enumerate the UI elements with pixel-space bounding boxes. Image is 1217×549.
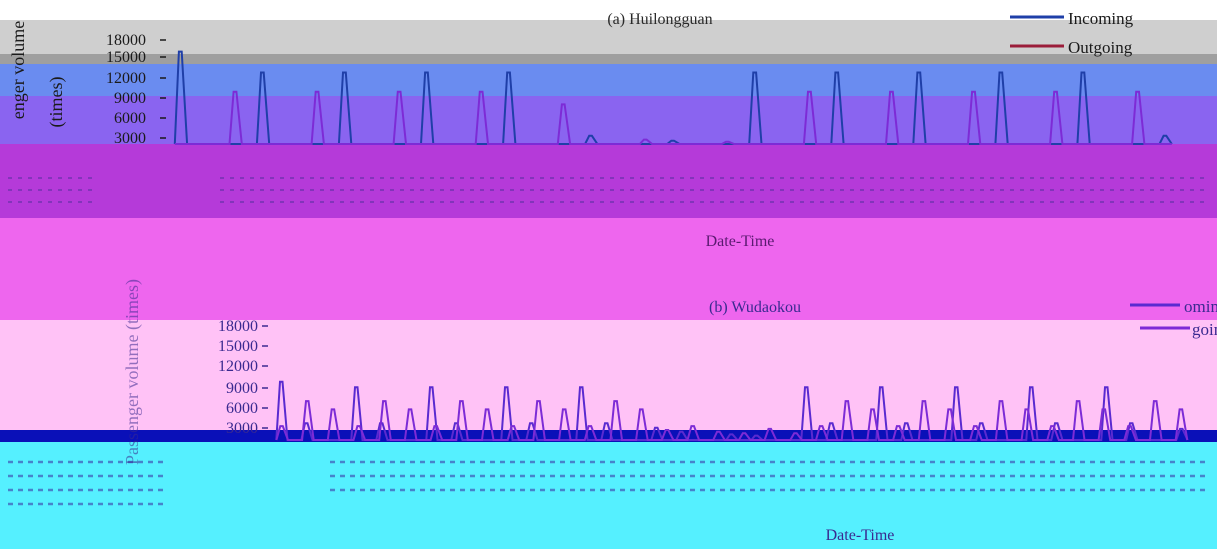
band-cyan xyxy=(0,442,1217,549)
chart-a-ylabel-unit: (times) xyxy=(46,77,67,128)
chart-b-ytick-label: 9000 xyxy=(226,380,258,397)
chart-a-series-outgoing xyxy=(174,90,1172,145)
chart-b-ylabel: Passenger volume (times) xyxy=(122,279,143,465)
chart-a-legend-incoming: Incoming xyxy=(1068,9,1134,28)
chart-b-ytick-label: 15000 xyxy=(218,338,258,355)
chart-b-legend-outgoing: going xyxy=(1192,320,1217,339)
chart-b-ytick-label: 6000 xyxy=(226,400,258,417)
chart-a-ytick-label: 12000 xyxy=(106,70,146,87)
chart-a-legend: Incoming Outgoing xyxy=(1010,9,1134,57)
chart-b-title: (b) Wudaokou xyxy=(709,299,801,316)
chart-a-ytick-label: 9000 xyxy=(114,90,146,107)
chart-a-ytick-label: 18000 xyxy=(106,32,146,49)
chart-a-xlabel: Date-Time xyxy=(706,233,775,250)
band-lightpink xyxy=(0,320,1217,430)
chart-b-ytick-label: 12000 xyxy=(218,358,258,375)
chart-a-xticks-scribble xyxy=(8,177,1210,203)
chart-b-series-outgoing xyxy=(275,400,1189,441)
chart-a-series-incoming xyxy=(173,50,1173,145)
chart-a-title: (a) Huilongguan xyxy=(607,11,712,28)
chart-a: (a) Huilongguan enger volume (times) 180… xyxy=(8,9,1210,250)
band-magenta xyxy=(0,144,1217,218)
chart-b-yticks: 18000 15000 12000 9000 6000 3000 xyxy=(218,318,268,437)
chart-b-series-incoming xyxy=(275,380,1189,441)
chart-b-legend-incoming: oming xyxy=(1184,297,1217,316)
band-violet xyxy=(0,96,1217,144)
chart-a-ytick-label: 6000 xyxy=(114,110,146,127)
band-blue xyxy=(0,64,1217,96)
chart-a-ytick-label: 15000 xyxy=(106,49,146,66)
band-gray xyxy=(0,20,1217,54)
chart-b-ytick-label: 3000 xyxy=(226,420,258,437)
band-gray-dark xyxy=(0,54,1217,64)
chart-b-xlabel: Date-Time xyxy=(826,527,895,544)
chart-a-legend-outgoing: Outgoing xyxy=(1068,38,1133,57)
chart-a-ylabel: enger volume xyxy=(8,21,28,119)
chart-b: (b) Wudaokou Passenger volume (times) 18… xyxy=(8,279,1217,544)
chart-b-ytick-label: 18000 xyxy=(218,318,258,335)
band-pink xyxy=(0,218,1217,320)
chart-b-xticks-scribble xyxy=(8,460,1210,506)
chart-b-legend: oming going xyxy=(1130,297,1217,339)
chart-a-ytick-label: 3000 xyxy=(114,130,146,147)
